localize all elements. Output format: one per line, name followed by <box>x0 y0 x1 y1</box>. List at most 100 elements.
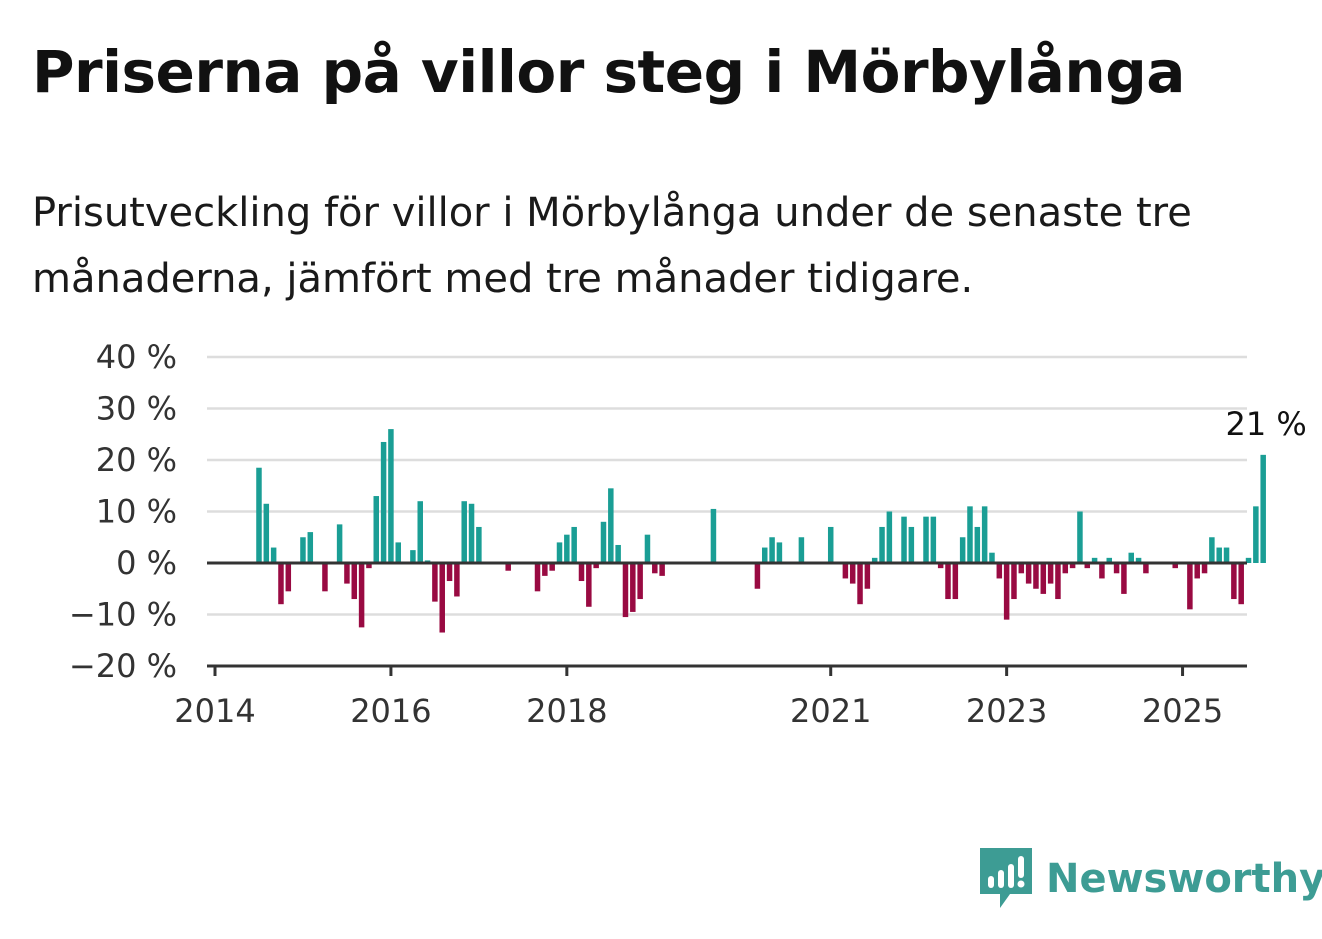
bar <box>864 563 871 589</box>
x-tick-label: 2016 <box>350 692 431 730</box>
bar <box>351 563 358 600</box>
bar-chart: −20 % −10 % 0 % 10 % 20 % 30 % 40 % 2014 2016 201… <box>69 338 1307 730</box>
bar <box>989 552 995 563</box>
bar <box>981 506 988 563</box>
bar <box>967 506 973 563</box>
bar <box>1069 563 1076 569</box>
bar <box>1025 563 1032 584</box>
axis-labels: −20 % −10 % 0 % 10 % 20 % 30 % 40 % 2014 2016 201… <box>69 338 1307 730</box>
bar <box>307 532 314 563</box>
x-tick-label: 2021 <box>790 692 871 730</box>
bar <box>1201 563 1208 574</box>
bar <box>439 563 445 633</box>
bar <box>1011 563 1017 600</box>
bar <box>1143 563 1149 574</box>
y-tick-label: −10 % <box>69 596 177 634</box>
bar <box>1018 563 1025 574</box>
bar <box>945 563 951 600</box>
bar <box>1106 557 1113 563</box>
bar <box>270 547 277 563</box>
bar <box>1216 547 1222 563</box>
bar <box>1091 557 1098 563</box>
bar <box>827 526 834 563</box>
bar <box>842 563 849 579</box>
bars <box>256 429 1266 633</box>
bar <box>959 537 966 563</box>
bar <box>534 563 541 592</box>
gridlines <box>207 355 1247 616</box>
bar <box>1209 537 1215 563</box>
bar <box>659 563 665 576</box>
bar <box>366 563 372 569</box>
bar <box>373 496 380 563</box>
bar <box>1121 563 1127 594</box>
bar <box>974 526 981 563</box>
bar <box>769 537 775 563</box>
bar <box>1172 563 1178 569</box>
bar <box>1187 563 1193 610</box>
bar <box>622 563 629 618</box>
bar <box>1055 563 1061 600</box>
chart-subtitle: Prisutveckling för villor i Mörbylånga u… <box>32 190 1192 302</box>
bar <box>285 563 292 592</box>
bar <box>446 563 453 582</box>
bar <box>542 563 548 576</box>
bar <box>1231 563 1237 600</box>
y-tick-label: 20 % <box>96 441 177 479</box>
bar <box>776 542 783 563</box>
bar <box>923 516 929 563</box>
y-tick-label: −20 % <box>69 647 177 685</box>
x-tick-label: 2018 <box>526 692 607 730</box>
bar <box>1245 557 1252 563</box>
bar <box>454 563 460 597</box>
bar <box>886 511 893 563</box>
bar <box>278 563 284 605</box>
bar <box>1077 511 1083 563</box>
bar <box>564 534 570 563</box>
bar <box>952 563 959 600</box>
bar <box>410 550 416 563</box>
bar <box>468 503 475 563</box>
bar <box>798 537 805 563</box>
bar <box>754 563 761 589</box>
x-tick-label: 2014 <box>174 692 255 730</box>
bar <box>608 488 614 563</box>
bar <box>571 526 577 563</box>
brand-name: Newsworthy <box>1046 856 1322 902</box>
bar <box>637 563 643 600</box>
bar <box>1099 563 1105 579</box>
bar <box>600 521 607 563</box>
bar <box>1238 563 1244 605</box>
bar <box>1194 563 1200 579</box>
x-tick-label: 2023 <box>966 692 1047 730</box>
bar <box>578 563 585 582</box>
bar <box>322 563 328 592</box>
bar <box>1047 563 1054 584</box>
bar <box>1033 563 1039 589</box>
bar <box>505 563 511 571</box>
bar <box>461 501 467 563</box>
bar <box>1223 547 1230 563</box>
bar <box>336 524 343 563</box>
bar <box>849 563 856 584</box>
bar <box>358 563 365 628</box>
bar <box>380 441 387 563</box>
bar <box>996 563 1003 579</box>
bar <box>857 563 863 605</box>
bar <box>593 563 599 569</box>
bar <box>417 501 423 563</box>
bar <box>1003 563 1010 620</box>
y-tick-label: 30 % <box>96 390 177 428</box>
bar <box>937 563 944 569</box>
bar <box>762 547 768 563</box>
bar <box>1113 563 1120 574</box>
bar <box>879 526 885 563</box>
bar <box>549 563 555 571</box>
bar <box>1253 506 1259 563</box>
brand-logo: Newsworthy <box>980 848 1322 910</box>
bar <box>256 467 262 563</box>
bar <box>476 526 482 563</box>
y-tick-label: 40 % <box>96 338 177 376</box>
y-tick-label: 10 % <box>96 493 177 531</box>
bar <box>344 563 350 584</box>
